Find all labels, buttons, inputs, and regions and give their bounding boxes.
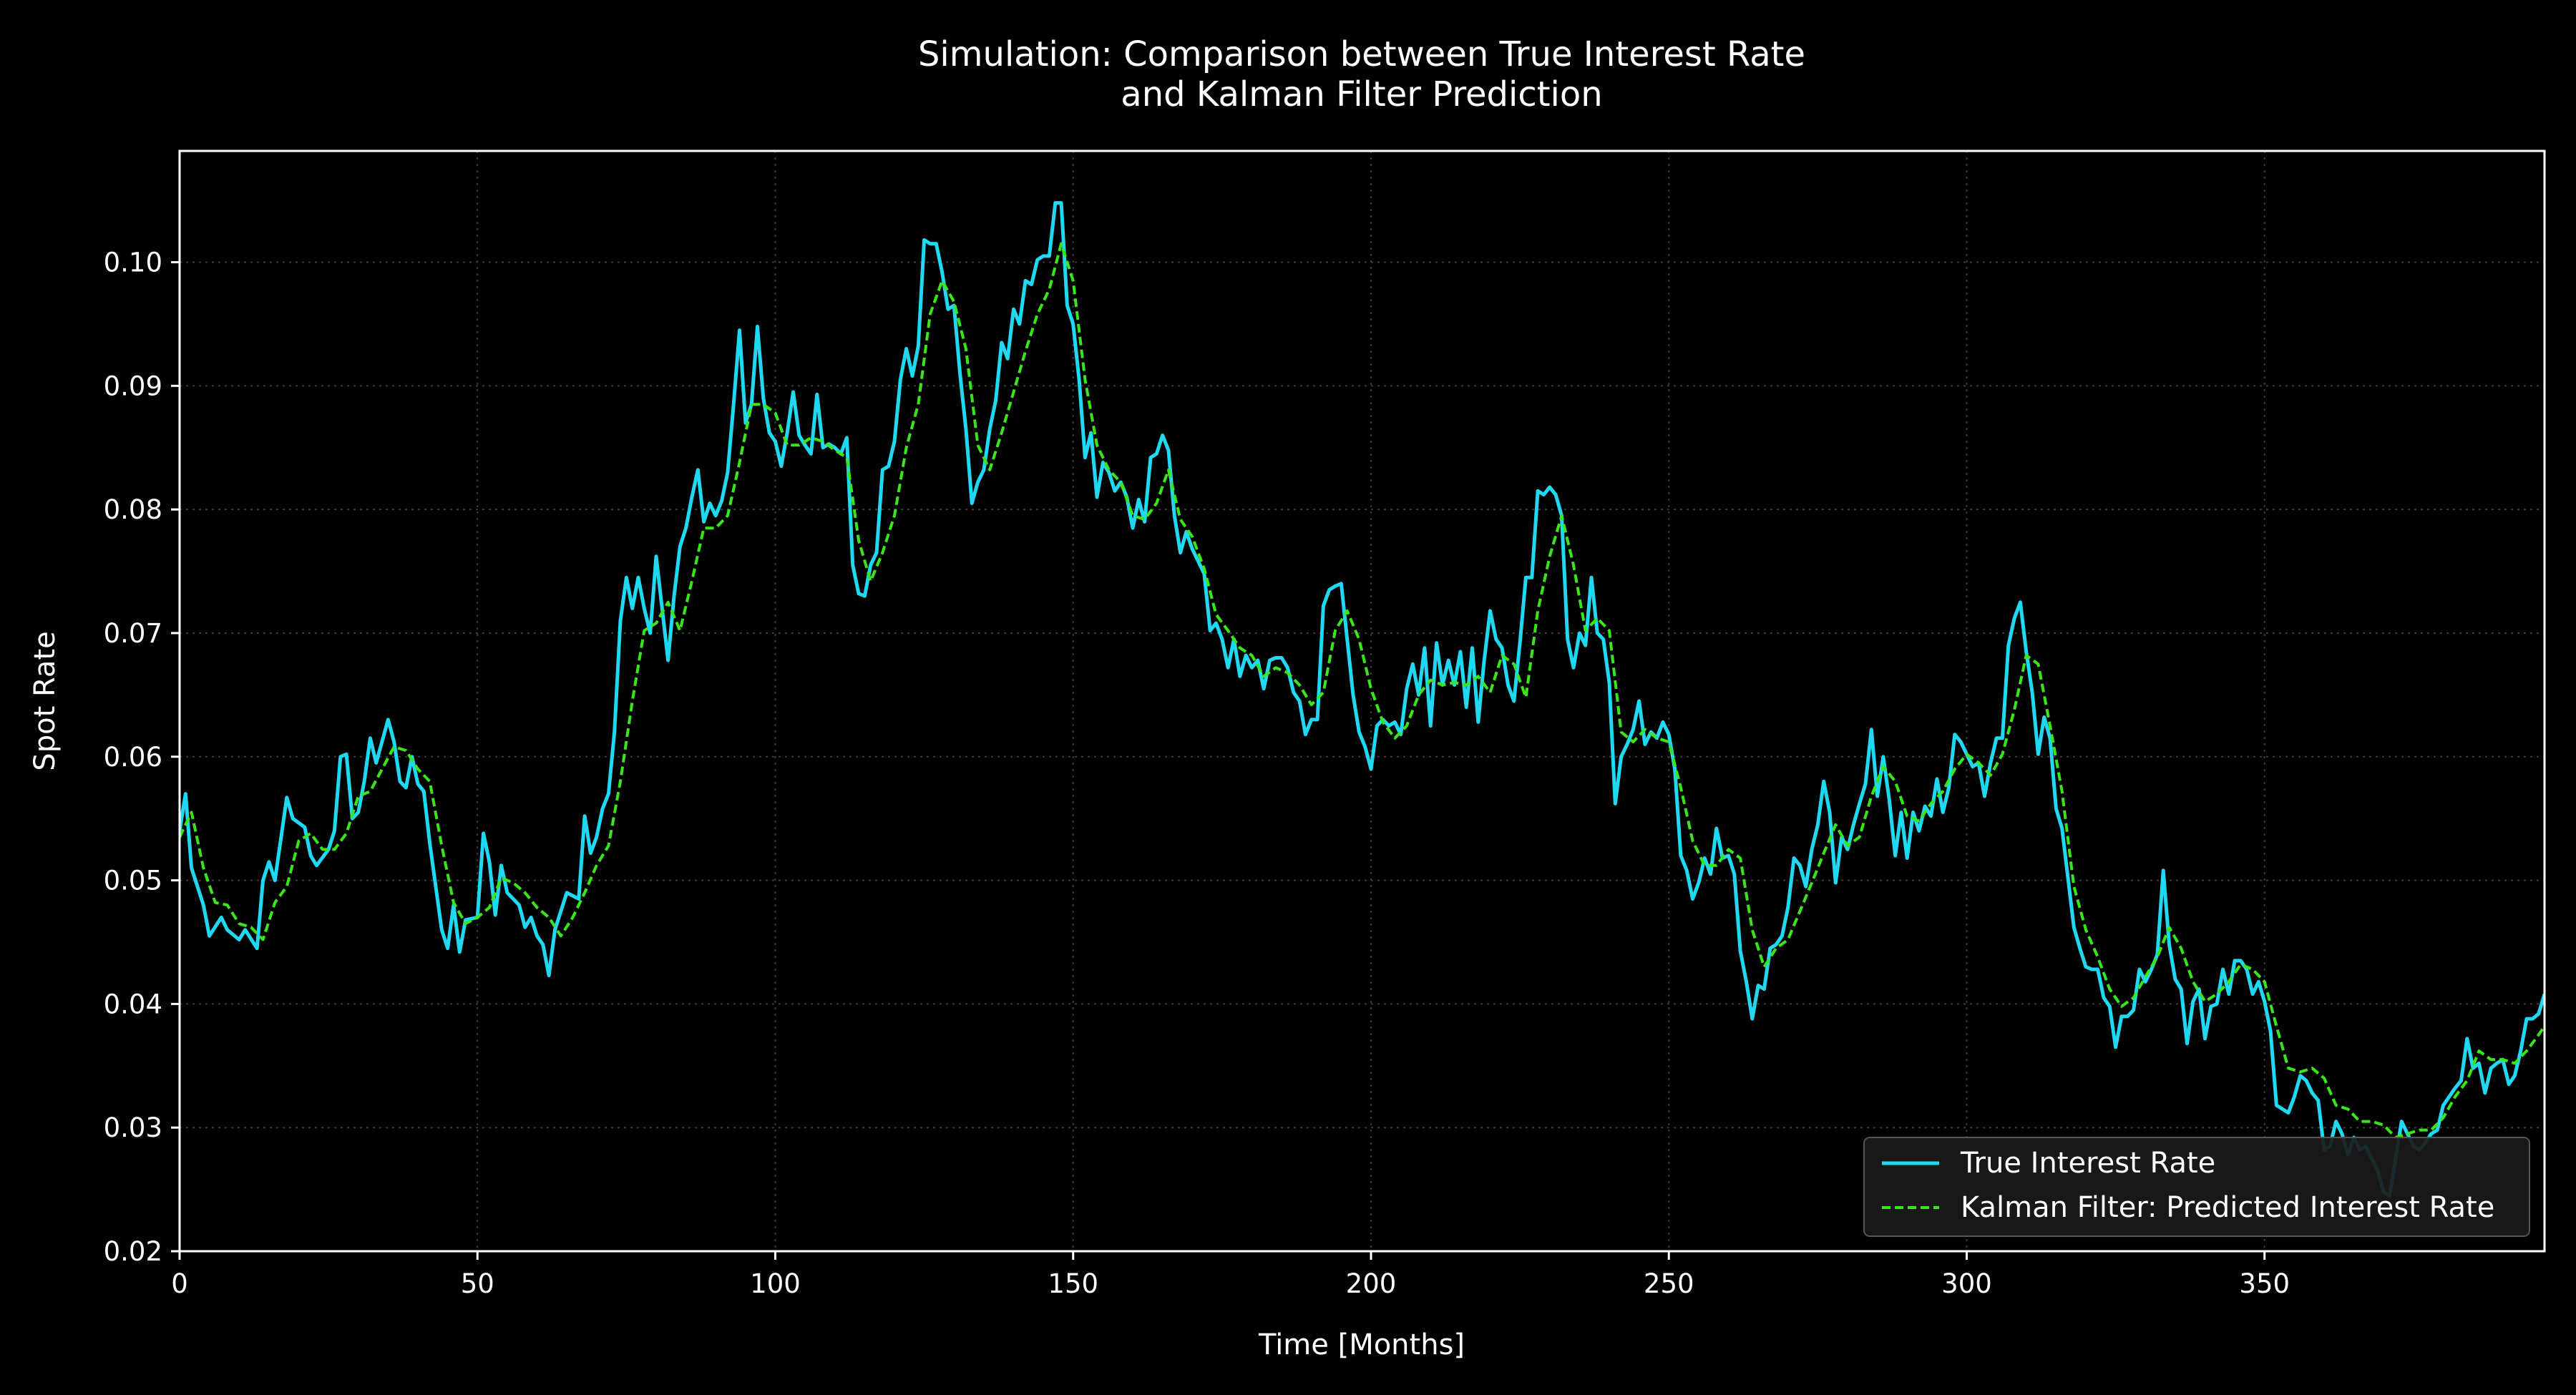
x-tick-label: 0 [171,1268,188,1299]
y-tick-label: 0.09 [104,371,162,401]
series-kalman-prediction [180,242,2545,1139]
grid [179,151,2545,1252]
legend-label-true-rate: True Interest Rate [1960,1147,2215,1180]
series-true-interest-rate [180,201,2545,1198]
x-tick-label: 250 [1644,1268,1694,1299]
y-tick-label: 0.08 [104,494,162,525]
y-axis-label: Spot Rate [29,631,62,770]
y-tick-label: 0.06 [104,742,162,773]
x-tick-label: 200 [1346,1268,1397,1299]
y-tick-label: 0.02 [104,1236,162,1267]
chart-title-line-2: and Kalman Filter Prediction [1121,74,1602,114]
y-tick-label: 0.05 [104,866,162,896]
x-tick-label: 150 [1048,1268,1098,1299]
x-tick-label: 300 [1941,1268,1992,1299]
y-tick-label: 0.10 [104,248,162,278]
y-tick-label: 0.04 [104,989,162,1019]
chart-title-line-1: Simulation: Comparison between True Inte… [918,34,1805,74]
legend-box [1863,1137,2530,1237]
x-tick-label: 350 [2239,1268,2290,1299]
x-tick-label: 50 [461,1268,494,1299]
plot-frame [178,150,2546,1253]
y-tick-label: 0.03 [104,1112,162,1143]
y-tick-label: 0.07 [104,618,162,649]
x-tick-label: 100 [750,1268,801,1299]
legend: True Interest Rate Kalman Filter: Predic… [1863,1137,2530,1237]
legend-label-kalman: Kalman Filter: Predicted Interest Rate [1961,1191,2494,1224]
x-axis-label: Time [Months] [1258,1328,1465,1361]
axis-ticks: 0 50 100 150 200 250 300 350 0.02 0.03 0.04 0.05 0.0… [104,248,2290,1299]
series-lines [180,201,2545,1198]
